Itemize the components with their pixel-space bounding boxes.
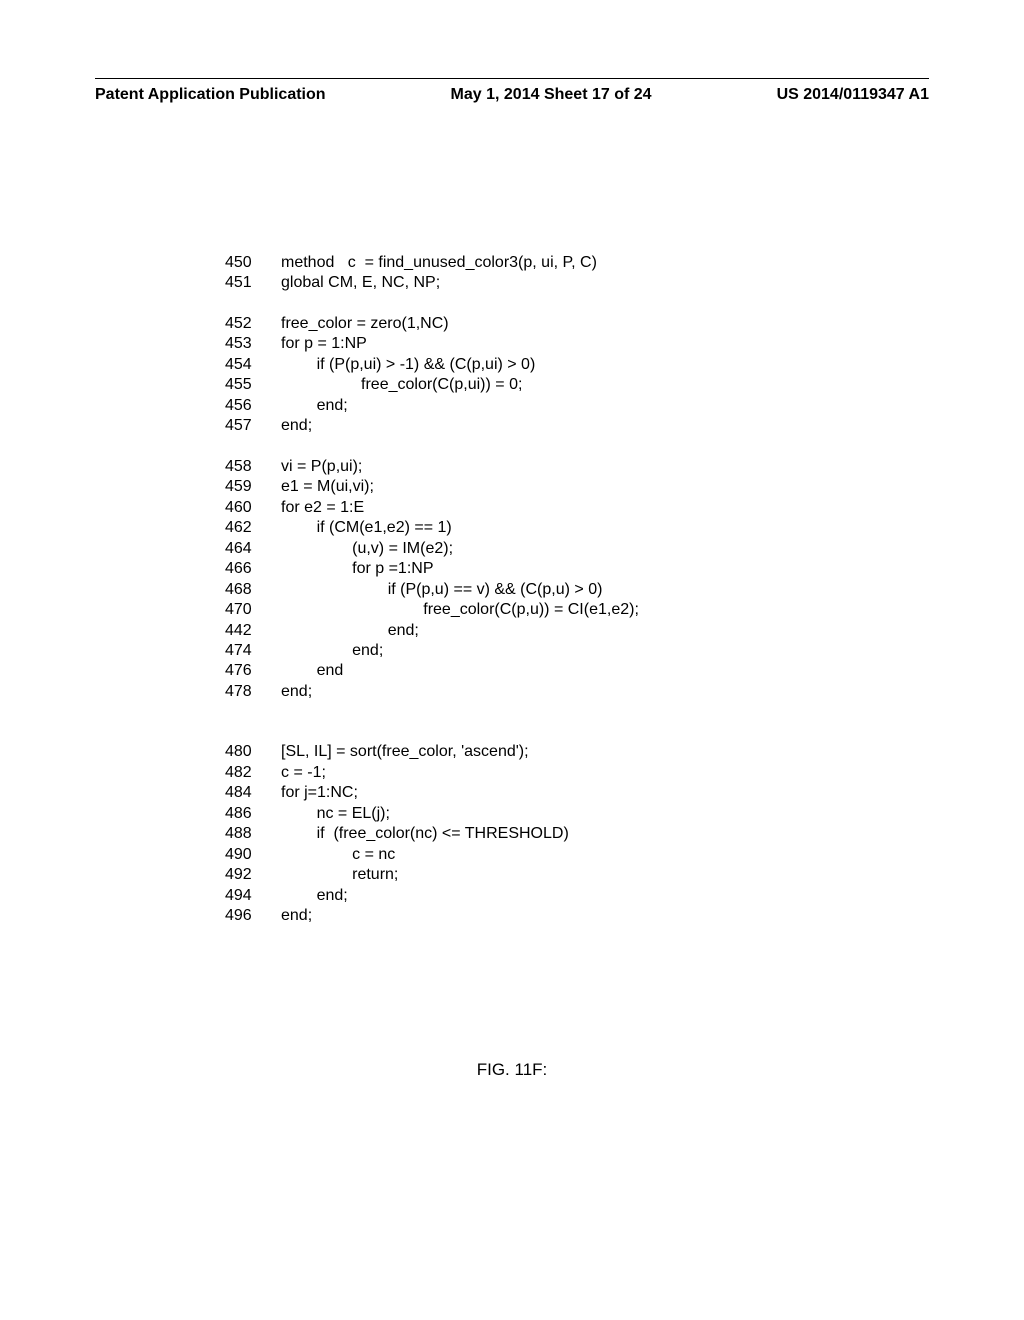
code-text: e1 = M(ui,vi); xyxy=(281,477,374,497)
code-text: c = -1; xyxy=(281,763,326,783)
code-text: for p = 1:NP xyxy=(281,334,367,354)
code-line: 492 return; xyxy=(225,865,639,885)
line-number: 460 xyxy=(225,498,281,518)
code-text: global CM, E, NC, NP; xyxy=(281,273,440,293)
line-number: 492 xyxy=(225,865,281,885)
line-number: 453 xyxy=(225,334,281,354)
header-center: May 1, 2014 Sheet 17 of 24 xyxy=(451,86,652,104)
code-text: if (P(p,ui) > -1) && (C(p,ui) > 0) xyxy=(281,355,535,375)
code-text: free_color(C(p,ui)) = 0; xyxy=(281,375,522,395)
code-line: 450method c = find_unused_color3(p, ui, … xyxy=(225,253,639,273)
code-line: 455 free_color(C(p,ui)) = 0; xyxy=(225,375,639,395)
code-text: free_color = zero(1,NC) xyxy=(281,314,449,334)
header-right: US 2014/0119347 A1 xyxy=(777,86,929,104)
code-text: for p =1:NP xyxy=(281,559,434,579)
line-number: 450 xyxy=(225,253,281,273)
code-text: nc = EL(j); xyxy=(281,804,390,824)
line-number: 482 xyxy=(225,763,281,783)
code-line: 470 free_color(C(p,u)) = CI(e1,e2); xyxy=(225,600,639,620)
code-text: vi = P(p,ui); xyxy=(281,457,362,477)
line-number: 455 xyxy=(225,375,281,395)
code-line: 486 nc = EL(j); xyxy=(225,804,639,824)
code-text: (u,v) = IM(e2); xyxy=(281,539,453,559)
page: Patent Application Publication May 1, 20… xyxy=(0,0,1024,1320)
code-line: 464 (u,v) = IM(e2); xyxy=(225,539,639,559)
line-number: 474 xyxy=(225,641,281,661)
code-text: if (P(p,u) == v) && (C(p,u) > 0) xyxy=(281,580,602,600)
code-line: 488 if (free_color(nc) <= THRESHOLD) xyxy=(225,824,639,844)
code-line: 454 if (P(p,ui) > -1) && (C(p,ui) > 0) xyxy=(225,355,639,375)
code-line: 482c = -1; xyxy=(225,763,639,783)
line-number: 459 xyxy=(225,477,281,497)
code-line: 468 if (P(p,u) == v) && (C(p,u) > 0) xyxy=(225,580,639,600)
line-number: 457 xyxy=(225,416,281,436)
line-number: 480 xyxy=(225,742,281,762)
code-line: 457end; xyxy=(225,416,639,436)
code-line: 484for j=1:NC; xyxy=(225,783,639,803)
code-text: c = nc xyxy=(281,845,395,865)
code-text: if (CM(e1,e2) == 1) xyxy=(281,518,452,538)
code-text: end; xyxy=(281,396,348,416)
code-line: 462 if (CM(e1,e2) == 1) xyxy=(225,518,639,538)
line-number: 488 xyxy=(225,824,281,844)
code-line: 460for e2 = 1:E xyxy=(225,498,639,518)
code-text: end; xyxy=(281,682,312,702)
code-text: end; xyxy=(281,641,383,661)
line-number: 470 xyxy=(225,600,281,620)
code-text: for e2 = 1:E xyxy=(281,498,364,518)
header-left: Patent Application Publication xyxy=(95,86,326,104)
code-text: end; xyxy=(281,621,419,641)
line-number: 494 xyxy=(225,886,281,906)
code-text: end; xyxy=(281,886,348,906)
line-number: 478 xyxy=(225,682,281,702)
code-text: end; xyxy=(281,416,312,436)
line-number: 490 xyxy=(225,845,281,865)
line-number: 442 xyxy=(225,621,281,641)
code-line: 476 end xyxy=(225,661,639,681)
code-line: 466 for p =1:NP xyxy=(225,559,639,579)
blank-line xyxy=(225,437,639,457)
code-text: end xyxy=(281,661,343,681)
code-line: 451global CM, E, NC, NP; xyxy=(225,273,639,293)
blank-line xyxy=(225,702,639,722)
line-number: 484 xyxy=(225,783,281,803)
line-number: 476 xyxy=(225,661,281,681)
code-line: 456 end; xyxy=(225,396,639,416)
line-number: 454 xyxy=(225,355,281,375)
code-line: 459e1 = M(ui,vi); xyxy=(225,477,639,497)
line-number: 496 xyxy=(225,906,281,926)
page-header: Patent Application Publication May 1, 20… xyxy=(95,86,929,104)
line-number: 452 xyxy=(225,314,281,334)
code-line: 442 end; xyxy=(225,621,639,641)
code-line: 458vi = P(p,ui); xyxy=(225,457,639,477)
figure-caption: FIG. 11F: xyxy=(0,1060,1024,1080)
line-number: 468 xyxy=(225,580,281,600)
line-number: 486 xyxy=(225,804,281,824)
line-number: 466 xyxy=(225,559,281,579)
code-text: for j=1:NC; xyxy=(281,783,358,803)
header-rule xyxy=(95,78,929,79)
code-text: return; xyxy=(281,865,398,885)
code-line: 453for p = 1:NP xyxy=(225,334,639,354)
line-number: 456 xyxy=(225,396,281,416)
code-text: [SL, IL] = sort(free_color, 'ascend'); xyxy=(281,742,529,762)
code-text: end; xyxy=(281,906,312,926)
line-number: 462 xyxy=(225,518,281,538)
code-text: method c = find_unused_color3(p, ui, P, … xyxy=(281,253,597,273)
blank-line xyxy=(225,722,639,742)
line-number: 451 xyxy=(225,273,281,293)
line-number: 458 xyxy=(225,457,281,477)
code-line: 452free_color = zero(1,NC) xyxy=(225,314,639,334)
code-line: 494 end; xyxy=(225,886,639,906)
blank-line xyxy=(225,294,639,314)
code-text: free_color(C(p,u)) = CI(e1,e2); xyxy=(281,600,639,620)
code-line: 474 end; xyxy=(225,641,639,661)
pseudocode-listing: 450method c = find_unused_color3(p, ui, … xyxy=(225,253,639,927)
code-line: 496end; xyxy=(225,906,639,926)
code-line: 480[SL, IL] = sort(free_color, 'ascend')… xyxy=(225,742,639,762)
code-text: if (free_color(nc) <= THRESHOLD) xyxy=(281,824,569,844)
line-number: 464 xyxy=(225,539,281,559)
code-line: 478end; xyxy=(225,682,639,702)
code-line: 490 c = nc xyxy=(225,845,639,865)
